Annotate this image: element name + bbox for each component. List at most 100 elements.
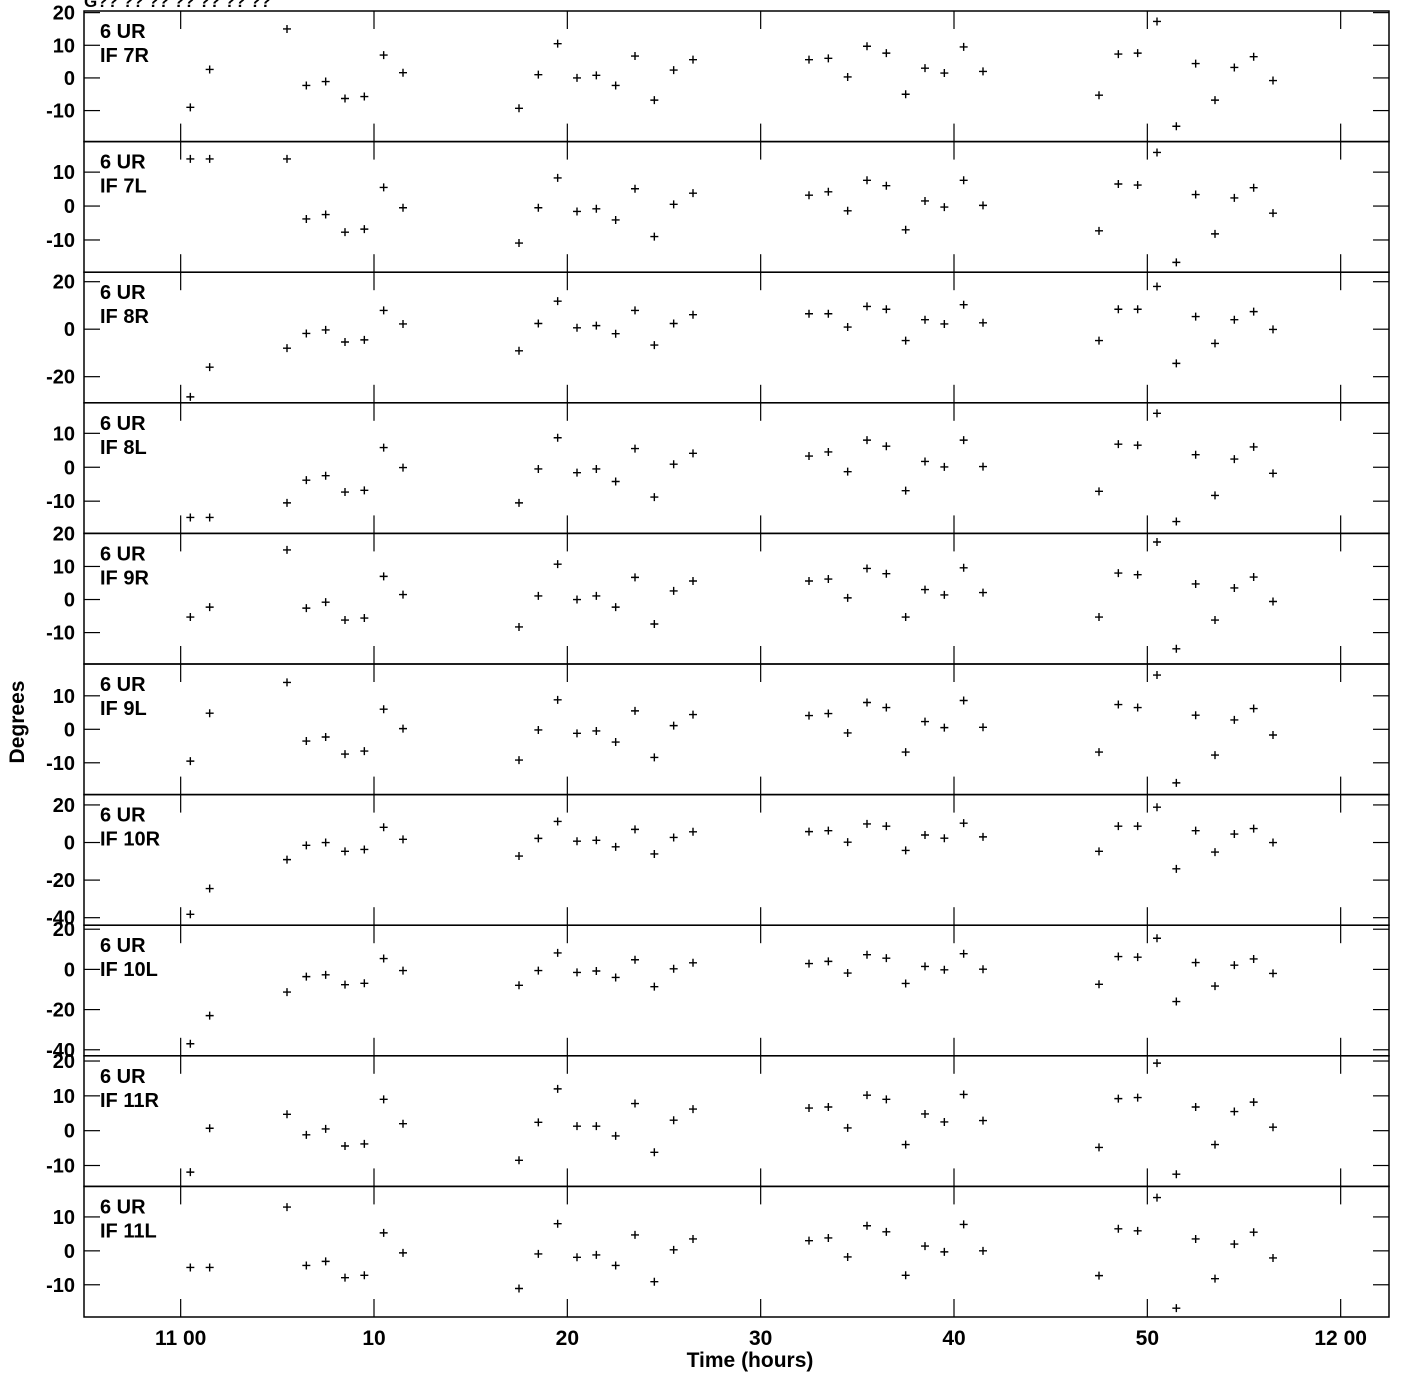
data-point — [650, 96, 659, 105]
data-point — [959, 1220, 968, 1229]
data-point — [534, 725, 543, 734]
data-point — [1191, 59, 1200, 68]
data-point — [302, 329, 311, 338]
data-point — [1114, 50, 1123, 59]
data-point — [805, 55, 813, 64]
data-point — [689, 577, 697, 586]
data-point — [1095, 748, 1103, 757]
data-point — [379, 306, 388, 315]
data-point — [650, 753, 659, 762]
panel-frame — [83, 1055, 1390, 1188]
data-point — [573, 73, 581, 82]
data-point — [901, 979, 910, 988]
data-point — [302, 1261, 311, 1270]
data-point — [399, 319, 407, 328]
data-point — [515, 346, 523, 355]
y-tick-label: 10 — [53, 686, 75, 708]
data-point — [283, 344, 291, 353]
data-point — [1269, 76, 1277, 85]
data-point — [901, 225, 910, 234]
panel-frame — [83, 532, 1390, 665]
x-tick-label: 11 00 — [155, 1327, 206, 1350]
y-tick-label: 10 — [53, 423, 75, 445]
y-axis-label: Degrees — [6, 681, 29, 764]
y-tick-label: -10 — [46, 101, 75, 123]
data-point — [321, 471, 330, 480]
data-point — [379, 823, 388, 832]
panel-label-if: IF 9R — [100, 567, 149, 589]
y-tick-label: 0 — [64, 1121, 75, 1143]
data-point — [863, 1091, 871, 1100]
data-point — [611, 477, 620, 486]
data-point — [515, 239, 523, 248]
data-point — [1230, 193, 1239, 202]
data-point — [1133, 305, 1142, 314]
y-tick-label: -10 — [46, 623, 75, 645]
panel-frame — [83, 10, 1390, 143]
data-point — [553, 433, 562, 442]
data-point — [843, 72, 852, 81]
data-point — [186, 757, 195, 766]
data-point — [669, 319, 678, 328]
data-point — [1269, 1123, 1277, 1132]
data-point — [1153, 148, 1161, 157]
data-point — [1211, 616, 1219, 625]
data-point — [805, 827, 813, 836]
panel-label-if: IF 7R — [100, 45, 149, 67]
data-point — [1153, 17, 1161, 26]
data-point — [650, 1148, 659, 1157]
data-point — [1153, 671, 1161, 680]
data-point — [399, 1119, 407, 1128]
data-point — [573, 468, 581, 477]
data-point — [959, 949, 968, 958]
data-point — [205, 884, 214, 893]
data-point — [959, 436, 968, 445]
data-point — [321, 77, 330, 86]
data-point — [592, 1250, 601, 1259]
panel-label-baseline: 6 UR — [100, 935, 146, 957]
data-point — [341, 94, 349, 103]
panel-label-if: IF 9L — [100, 698, 147, 720]
data-point — [669, 200, 678, 209]
data-point — [901, 90, 910, 99]
data-point — [553, 560, 562, 569]
data-point — [1211, 96, 1219, 105]
data-point — [824, 1103, 833, 1111]
data-point — [689, 710, 697, 719]
y-tick-label: -40 — [46, 908, 75, 930]
y-tick-label: -10 — [46, 1156, 75, 1178]
data-point — [399, 68, 407, 77]
data-point — [1114, 822, 1123, 831]
data-point — [186, 1168, 195, 1177]
y-tick-label: 10 — [53, 1086, 75, 1108]
data-point — [399, 463, 407, 472]
data-point — [283, 678, 291, 687]
data-point — [573, 729, 581, 738]
data-point — [882, 181, 891, 190]
data-point — [940, 723, 949, 732]
data-point — [805, 1236, 813, 1245]
panel-label-baseline: 6 UR — [100, 1196, 146, 1218]
data-point — [611, 603, 620, 612]
data-point — [592, 591, 601, 600]
data-point — [553, 1084, 562, 1093]
data-point — [283, 1203, 291, 1212]
data-point — [901, 613, 910, 622]
data-point — [843, 1123, 852, 1132]
data-point — [1153, 934, 1161, 943]
data-point — [921, 831, 929, 840]
panel-frame — [83, 793, 1390, 926]
data-point — [573, 323, 581, 332]
data-point — [669, 1116, 678, 1125]
data-point — [1114, 180, 1123, 189]
data-point — [592, 1122, 601, 1131]
data-point — [1114, 1094, 1123, 1103]
data-point — [1153, 1193, 1161, 1202]
data-point — [534, 591, 543, 600]
data-point — [1191, 1234, 1200, 1243]
data-point — [959, 696, 968, 705]
data-point — [360, 747, 369, 756]
